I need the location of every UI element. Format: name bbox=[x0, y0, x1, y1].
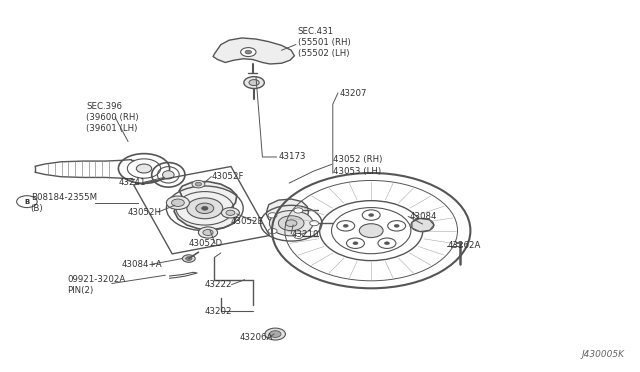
Circle shape bbox=[285, 220, 297, 227]
Text: 43241: 43241 bbox=[118, 178, 146, 187]
Circle shape bbox=[343, 224, 348, 227]
Circle shape bbox=[294, 233, 303, 238]
Circle shape bbox=[182, 255, 195, 262]
Circle shape bbox=[244, 77, 264, 89]
Circle shape bbox=[411, 218, 434, 232]
Circle shape bbox=[17, 196, 37, 208]
Circle shape bbox=[241, 48, 256, 57]
Text: 43207: 43207 bbox=[339, 89, 367, 97]
Text: 43206A: 43206A bbox=[240, 333, 273, 342]
Circle shape bbox=[166, 196, 189, 209]
Circle shape bbox=[268, 228, 277, 234]
Text: 43052D: 43052D bbox=[189, 239, 223, 248]
Circle shape bbox=[172, 199, 184, 206]
Circle shape bbox=[378, 238, 396, 248]
Text: 43222: 43222 bbox=[205, 280, 232, 289]
Text: B: B bbox=[24, 199, 29, 205]
Circle shape bbox=[221, 208, 239, 218]
Text: 43084+A: 43084+A bbox=[122, 260, 162, 269]
Text: 43262A: 43262A bbox=[448, 241, 481, 250]
Circle shape bbox=[385, 242, 390, 245]
Circle shape bbox=[186, 257, 192, 260]
Circle shape bbox=[198, 227, 218, 238]
Text: J430005K: J430005K bbox=[581, 350, 624, 359]
Circle shape bbox=[202, 206, 208, 210]
Text: 43052F: 43052F bbox=[211, 172, 244, 181]
Text: 43052H: 43052H bbox=[128, 208, 162, 217]
Circle shape bbox=[203, 230, 213, 235]
Polygon shape bbox=[412, 218, 434, 232]
Circle shape bbox=[353, 242, 358, 245]
Circle shape bbox=[192, 180, 205, 188]
Circle shape bbox=[196, 203, 214, 214]
Circle shape bbox=[195, 182, 202, 186]
Circle shape bbox=[394, 224, 399, 227]
Circle shape bbox=[346, 238, 364, 248]
Circle shape bbox=[269, 331, 281, 337]
Ellipse shape bbox=[163, 171, 174, 179]
Text: 43052 (RH)
43053 (LH): 43052 (RH) 43053 (LH) bbox=[333, 155, 382, 176]
Circle shape bbox=[136, 164, 152, 173]
Text: SEC.396
(39600 (RH)
(39601 (LH): SEC.396 (39600 (RH) (39601 (LH) bbox=[86, 102, 139, 133]
Circle shape bbox=[268, 213, 277, 218]
Polygon shape bbox=[174, 182, 237, 230]
Circle shape bbox=[369, 214, 374, 217]
Polygon shape bbox=[266, 199, 308, 226]
Circle shape bbox=[337, 221, 355, 231]
Text: 43084: 43084 bbox=[410, 212, 437, 221]
Circle shape bbox=[278, 216, 304, 231]
Circle shape bbox=[226, 210, 235, 215]
Circle shape bbox=[249, 80, 259, 86]
Circle shape bbox=[294, 208, 303, 213]
Text: 09921-3202A
PIN(2): 09921-3202A PIN(2) bbox=[67, 275, 125, 295]
Text: 43202: 43202 bbox=[205, 307, 232, 316]
Circle shape bbox=[362, 210, 380, 220]
Circle shape bbox=[359, 224, 383, 238]
Text: 43210: 43210 bbox=[291, 230, 319, 239]
Circle shape bbox=[416, 221, 429, 229]
Circle shape bbox=[269, 211, 313, 236]
Circle shape bbox=[310, 221, 319, 226]
Text: B08184-2355M
(B): B08184-2355M (B) bbox=[31, 193, 97, 213]
Circle shape bbox=[388, 221, 406, 231]
Polygon shape bbox=[213, 38, 294, 64]
Text: 43173: 43173 bbox=[278, 153, 306, 161]
Circle shape bbox=[187, 198, 223, 219]
Text: 43052E: 43052E bbox=[230, 217, 264, 226]
Circle shape bbox=[265, 328, 285, 340]
Circle shape bbox=[245, 50, 252, 54]
Text: SEC.431
(55501 (RH)
(55502 (LH): SEC.431 (55501 (RH) (55502 (LH) bbox=[298, 27, 350, 58]
